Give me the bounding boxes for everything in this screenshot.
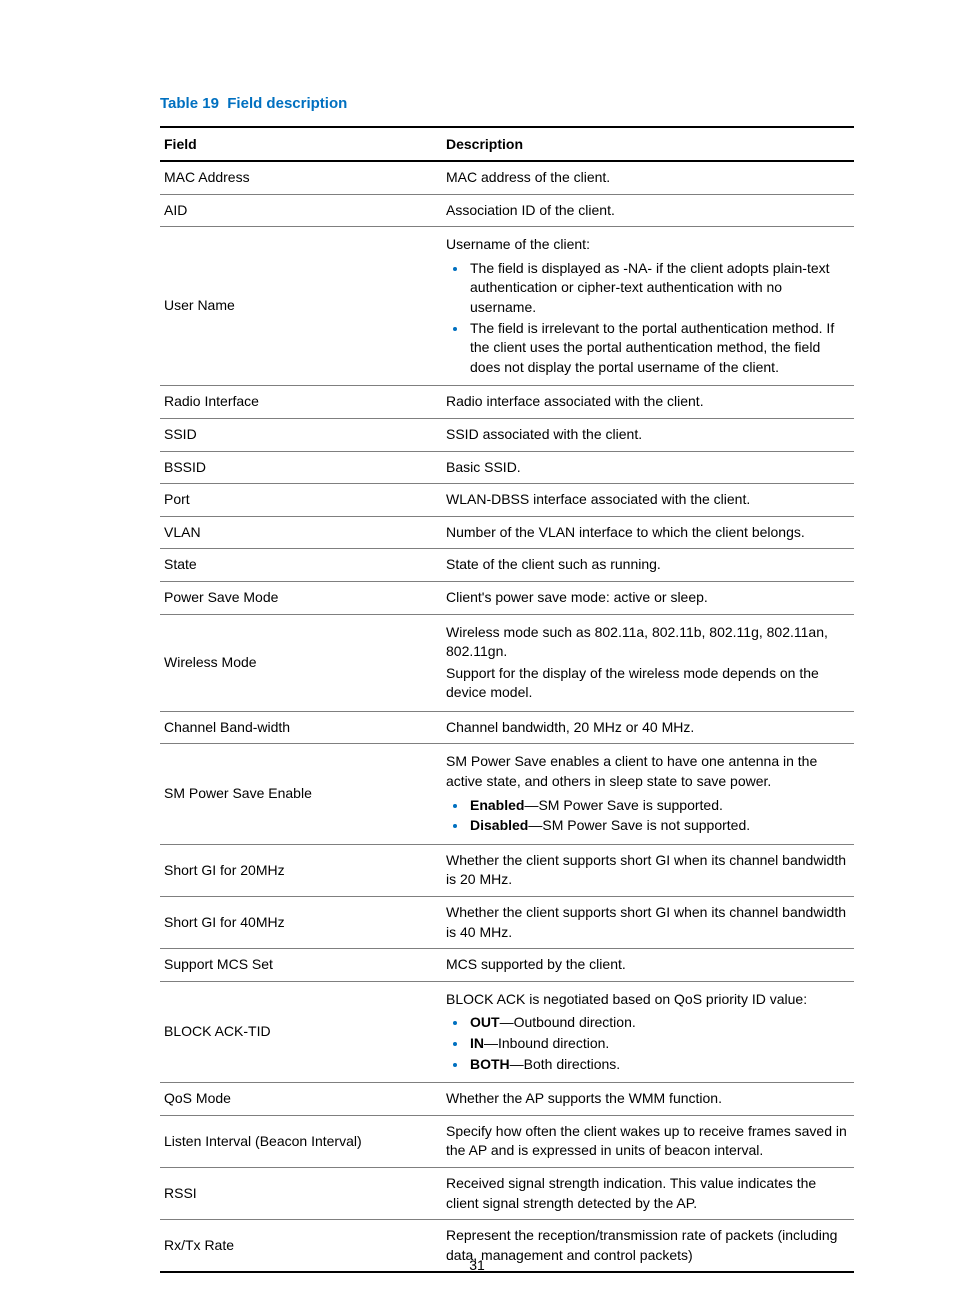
- text-segment: —Inbound direction.: [484, 1035, 609, 1051]
- table-row: SSIDSSID associated with the client.: [160, 418, 854, 451]
- description-cell: Basic SSID.: [442, 451, 854, 484]
- table-header-row: Field Description: [160, 127, 854, 161]
- table-row: MAC AddressMAC address of the client.: [160, 161, 854, 194]
- text-segment: The field is irrelevant to the portal au…: [470, 320, 834, 375]
- description-paragraph: Support for the display of the wireless …: [446, 664, 850, 703]
- field-cell: SM Power Save Enable: [160, 744, 442, 844]
- field-cell: Power Save Mode: [160, 581, 442, 614]
- description-cell: Whether the client supports short GI whe…: [442, 897, 854, 949]
- field-cell: Radio Interface: [160, 386, 442, 419]
- description-paragraph: Username of the client:: [446, 235, 850, 255]
- col-header-field: Field: [160, 127, 442, 161]
- description-cell: Wireless mode such as 802.11a, 802.11b, …: [442, 614, 854, 711]
- table-row: Channel Band-widthChannel bandwidth, 20 …: [160, 711, 854, 744]
- bold-term: Enabled: [470, 797, 524, 813]
- text-segment: —SM Power Save is not supported.: [528, 817, 750, 833]
- col-header-description: Description: [442, 127, 854, 161]
- table-row: AIDAssociation ID of the client.: [160, 194, 854, 227]
- bold-term: Disabled: [470, 817, 528, 833]
- field-cell: BLOCK ACK-TID: [160, 981, 442, 1082]
- description-paragraph: BLOCK ACK is negotiated based on QoS pri…: [446, 990, 850, 1010]
- table-row: BSSIDBasic SSID.: [160, 451, 854, 484]
- description-list-item: Disabled—SM Power Save is not supported.: [468, 816, 850, 836]
- table-body: MAC AddressMAC address of the client.AID…: [160, 161, 854, 1272]
- field-description-table: Field Description MAC AddressMAC address…: [160, 126, 854, 1273]
- table-row: Wireless ModeWireless mode such as 802.1…: [160, 614, 854, 711]
- table-row: Radio InterfaceRadio interface associate…: [160, 386, 854, 419]
- field-cell: AID: [160, 194, 442, 227]
- field-cell: MAC Address: [160, 161, 442, 194]
- field-cell: RSSI: [160, 1167, 442, 1219]
- description-paragraph: Wireless mode such as 802.11a, 802.11b, …: [446, 623, 850, 662]
- description-cell: Whether the client supports short GI whe…: [442, 844, 854, 896]
- description-paragraph: SM Power Save enables a client to have o…: [446, 752, 850, 791]
- description-cell: Username of the client: The field is disp…: [442, 227, 854, 386]
- table-row: PortWLAN-DBSS interface associated with …: [160, 484, 854, 517]
- table-row: Power Save ModeClient's power save mode:…: [160, 581, 854, 614]
- text-segment: The field is displayed as -NA- if the cl…: [470, 260, 830, 315]
- field-cell: Short GI for 20MHz: [160, 844, 442, 896]
- text-segment: —Outbound direction.: [500, 1014, 636, 1030]
- description-cell: WLAN-DBSS interface associated with the …: [442, 484, 854, 517]
- field-cell: Port: [160, 484, 442, 517]
- description-cell: Client's power save mode: active or slee…: [442, 581, 854, 614]
- field-cell: QoS Mode: [160, 1083, 442, 1116]
- description-cell: Association ID of the client.: [442, 194, 854, 227]
- field-cell: Channel Band-width: [160, 711, 442, 744]
- field-cell: Listen Interval (Beacon Interval): [160, 1115, 442, 1167]
- field-cell: BSSID: [160, 451, 442, 484]
- description-list-item: IN—Inbound direction.: [468, 1034, 850, 1054]
- table-row: StateState of the client such as running…: [160, 549, 854, 582]
- field-cell: VLAN: [160, 516, 442, 549]
- table-row: User NameUsername of the client: The fiel…: [160, 227, 854, 386]
- table-title: Table 19 Field description: [160, 95, 854, 112]
- bold-term: IN: [470, 1035, 484, 1051]
- description-list-item: BOTH—Both directions.: [468, 1055, 850, 1075]
- field-cell: State: [160, 549, 442, 582]
- bold-term: OUT: [470, 1014, 500, 1030]
- description-list-item: The field is irrelevant to the portal au…: [468, 319, 850, 378]
- description-cell: Channel bandwidth, 20 MHz or 40 MHz.: [442, 711, 854, 744]
- text-segment: —Both directions.: [510, 1056, 621, 1072]
- description-cell: Received signal strength indication. Thi…: [442, 1167, 854, 1219]
- description-cell: SM Power Save enables a client to have o…: [442, 744, 854, 844]
- table-row: Short GI for 40MHzWhether the client sup…: [160, 897, 854, 949]
- table-row: BLOCK ACK-TIDBLOCK ACK is negotiated bas…: [160, 981, 854, 1082]
- description-list: Enabled—SM Power Save is supported.Disab…: [446, 796, 850, 836]
- text-segment: —SM Power Save is supported.: [524, 797, 722, 813]
- description-cell: Specify how often the client wakes up to…: [442, 1115, 854, 1167]
- description-list: The field is displayed as -NA- if the cl…: [446, 259, 850, 378]
- field-cell: User Name: [160, 227, 442, 386]
- description-cell: State of the client such as running.: [442, 549, 854, 582]
- description-list: OUT—Outbound direction.IN—Inbound direct…: [446, 1013, 850, 1074]
- table-row: VLANNumber of the VLAN interface to whic…: [160, 516, 854, 549]
- table-row: QoS ModeWhether the AP supports the WMM …: [160, 1083, 854, 1116]
- table-row: SM Power Save EnableSM Power Save enable…: [160, 744, 854, 844]
- field-cell: Wireless Mode: [160, 614, 442, 711]
- description-cell: MAC address of the client.: [442, 161, 854, 194]
- description-cell: Number of the VLAN interface to which th…: [442, 516, 854, 549]
- table-title-text: Field description: [227, 95, 347, 112]
- description-cell: Whether the AP supports the WMM function…: [442, 1083, 854, 1116]
- field-cell: SSID: [160, 418, 442, 451]
- field-cell: Support MCS Set: [160, 949, 442, 982]
- description-cell: SSID associated with the client.: [442, 418, 854, 451]
- table-row: Support MCS SetMCS supported by the clie…: [160, 949, 854, 982]
- bold-term: BOTH: [470, 1056, 510, 1072]
- page-number: 31: [0, 1257, 954, 1273]
- description-list-item: The field is displayed as -NA- if the cl…: [468, 259, 850, 318]
- table-row: RSSIReceived signal strength indication.…: [160, 1167, 854, 1219]
- table-title-prefix: Table 19: [160, 95, 219, 112]
- field-cell: Short GI for 40MHz: [160, 897, 442, 949]
- description-cell: BLOCK ACK is negotiated based on QoS pri…: [442, 981, 854, 1082]
- description-cell: MCS supported by the client.: [442, 949, 854, 982]
- document-page: Table 19 Field description Field Descrip…: [0, 0, 954, 1313]
- table-row: Listen Interval (Beacon Interval)Specify…: [160, 1115, 854, 1167]
- table-row: Short GI for 20MHzWhether the client sup…: [160, 844, 854, 896]
- description-list-item: Enabled—SM Power Save is supported.: [468, 796, 850, 816]
- description-cell: Radio interface associated with the clie…: [442, 386, 854, 419]
- description-list-item: OUT—Outbound direction.: [468, 1013, 850, 1033]
